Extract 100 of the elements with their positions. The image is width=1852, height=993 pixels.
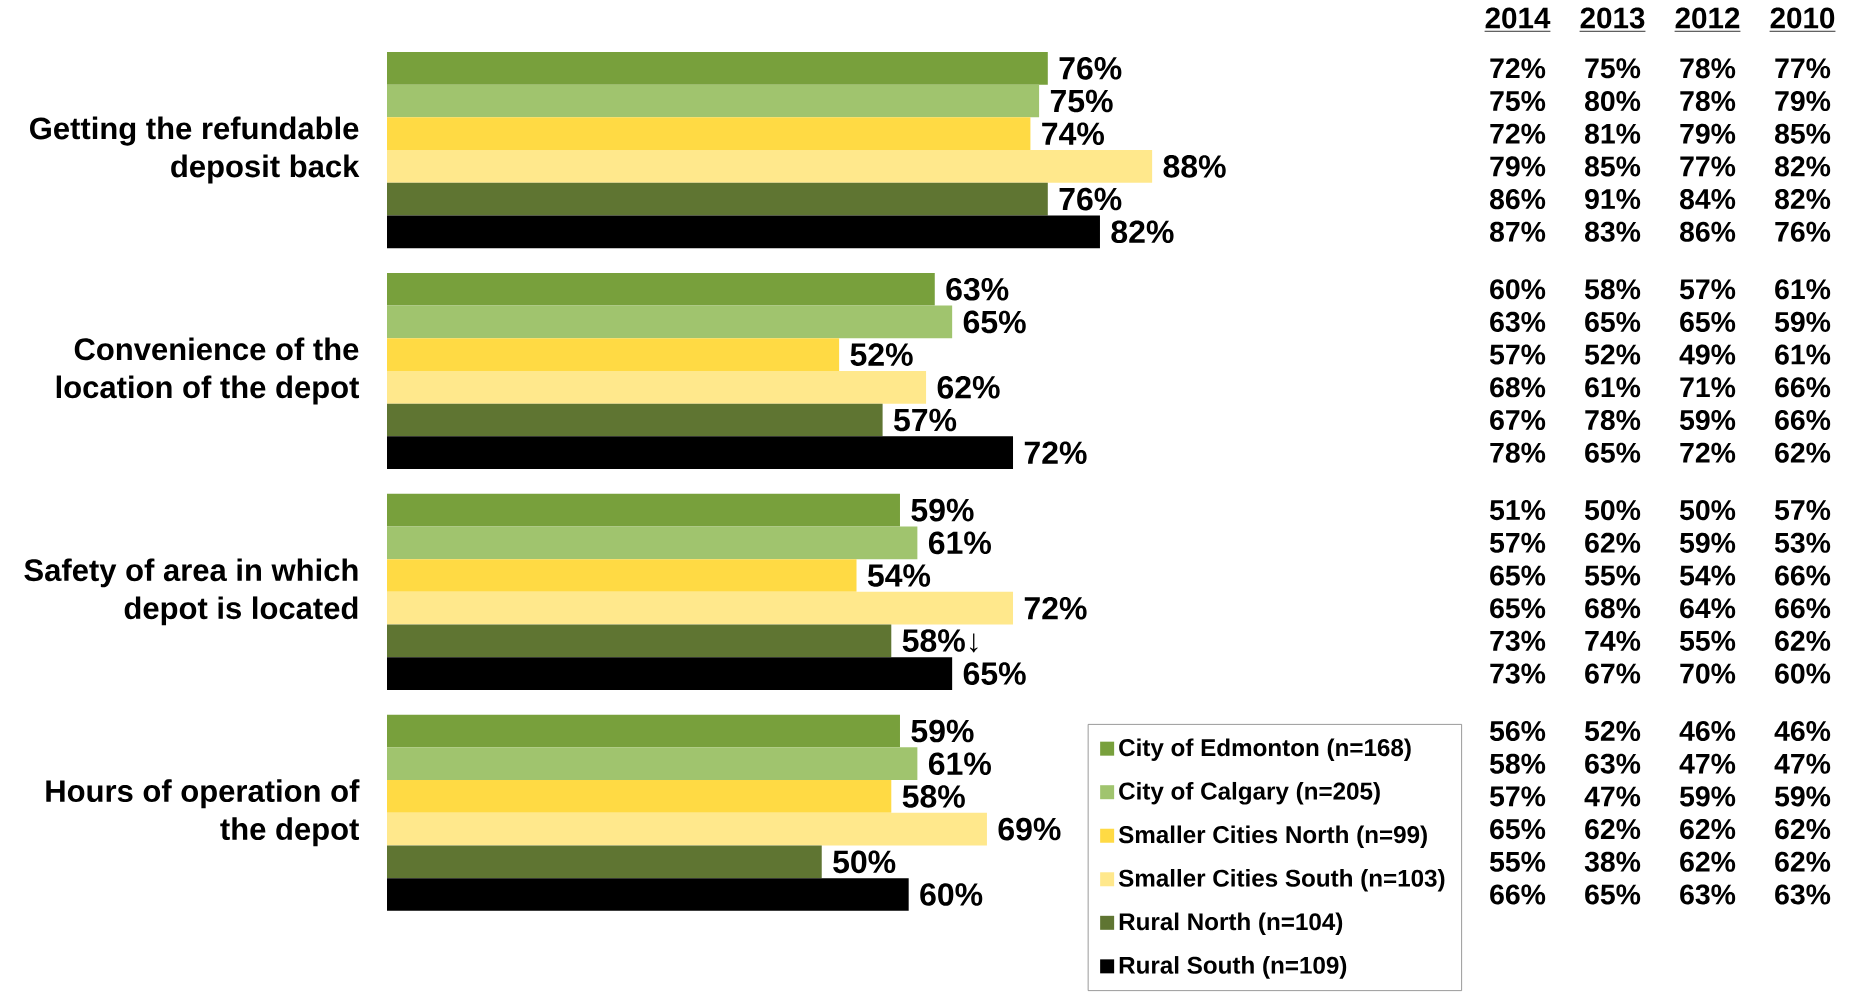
text: 50% xyxy=(1679,500,1736,521)
text: 72% xyxy=(1490,123,1546,144)
legend-label: Rural North (n=104) xyxy=(1119,912,1343,936)
text: 63% xyxy=(1490,311,1546,332)
text: 59% xyxy=(1774,786,1831,807)
text: 47% xyxy=(1584,786,1641,807)
text: 79% xyxy=(1680,123,1736,144)
text: 65% xyxy=(1490,565,1546,586)
text: 50% xyxy=(1584,500,1641,521)
text: 75% xyxy=(1490,91,1546,112)
text: 62% xyxy=(1680,819,1736,840)
text: 58% xyxy=(1584,279,1641,300)
text: 53% xyxy=(1774,532,1831,553)
text: 68% xyxy=(1585,598,1641,619)
text: 75% xyxy=(1585,58,1641,79)
data-label: 82% xyxy=(1111,220,1174,244)
data-label: 61% xyxy=(928,752,991,776)
text: 49% xyxy=(1679,344,1736,365)
text: 73% xyxy=(1490,663,1546,684)
text: 77% xyxy=(1680,156,1736,177)
bar xyxy=(387,215,1100,249)
text: 46% xyxy=(1679,720,1736,742)
bar xyxy=(387,493,900,527)
text: 55% xyxy=(1679,630,1736,651)
text: 67% xyxy=(1585,663,1641,684)
data-label: 65% xyxy=(963,310,1026,334)
text: 77% xyxy=(1775,58,1831,79)
bar xyxy=(387,403,883,437)
text: 66% xyxy=(1775,598,1831,619)
text: 57% xyxy=(1489,786,1546,807)
text: 46% xyxy=(1774,720,1831,742)
data-label: 57% xyxy=(893,408,957,432)
text: 52% xyxy=(1584,344,1641,365)
text: 78% xyxy=(1490,442,1546,463)
data-label: 59% xyxy=(911,719,974,743)
text: 61% xyxy=(1775,344,1831,365)
text: 74% xyxy=(1585,630,1641,651)
text: 55% xyxy=(1584,565,1641,586)
text: 82% xyxy=(1775,189,1831,210)
text: 59% xyxy=(1679,786,1736,807)
text: 72% xyxy=(1490,58,1546,79)
data-label: 76% xyxy=(1059,57,1122,80)
bar xyxy=(387,305,953,339)
text: 66% xyxy=(1775,565,1831,586)
bar xyxy=(387,370,927,404)
text: 79% xyxy=(1490,156,1546,177)
text: 61% xyxy=(1775,279,1831,300)
text: 62% xyxy=(1585,532,1641,553)
text: 65% xyxy=(1585,442,1641,463)
data-label: 61% xyxy=(928,531,991,555)
bar xyxy=(387,84,1040,118)
data-label: 76% xyxy=(1059,187,1122,211)
y-tick-label: Safety of area in which depot is located xyxy=(24,558,358,626)
legend-label: Smaller Cities South (n=103) xyxy=(1118,869,1445,892)
text: 63% xyxy=(1775,884,1831,905)
text: 66% xyxy=(1775,377,1831,398)
text: 87% xyxy=(1490,221,1546,242)
data-label: 60% xyxy=(920,883,983,906)
text: 91% xyxy=(1585,189,1641,210)
bar xyxy=(387,51,1048,85)
data-label: 69% xyxy=(998,817,1061,841)
text: 51% xyxy=(1489,500,1546,521)
text: 76% xyxy=(1775,221,1831,242)
text: 62% xyxy=(1775,851,1831,872)
data-label: 74% xyxy=(1042,122,1104,145)
bar xyxy=(387,559,857,592)
data-label: 58%↓ xyxy=(902,629,978,653)
data-label: 58% xyxy=(902,785,965,808)
text: 63% xyxy=(1585,753,1641,774)
bar xyxy=(387,182,1048,216)
text: 63% xyxy=(1680,884,1736,905)
text: 2014 xyxy=(1485,7,1551,29)
text: 62% xyxy=(1775,442,1831,463)
data-label: 59% xyxy=(911,498,974,522)
legend-label: Smaller Cities North (n=99) xyxy=(1118,825,1427,849)
text: 86% xyxy=(1490,189,1546,210)
text: 65% xyxy=(1585,311,1641,332)
text: 73% xyxy=(1490,630,1546,651)
bar xyxy=(387,526,918,560)
text: 58% xyxy=(1489,753,1546,774)
text: 57% xyxy=(1489,532,1546,553)
bar xyxy=(387,338,840,371)
bar xyxy=(387,845,822,879)
bar xyxy=(387,812,987,846)
text: 79% xyxy=(1775,90,1831,112)
bar xyxy=(387,272,935,306)
legend-label: Rural South (n=109) xyxy=(1119,956,1347,979)
text: 85% xyxy=(1585,156,1641,177)
bar xyxy=(387,117,1031,151)
text: 2012 xyxy=(1675,7,1740,29)
bar xyxy=(387,436,1014,470)
text: 47% xyxy=(1774,753,1831,774)
y-tick-label: Convenience of the location of the depot xyxy=(56,337,360,405)
data-label: 62% xyxy=(937,375,1000,399)
bar xyxy=(387,624,892,658)
text: 60% xyxy=(1490,279,1546,300)
legend-label: City of Edmonton (n=168) xyxy=(1119,738,1411,761)
text: 65% xyxy=(1490,819,1546,840)
text: 86% xyxy=(1680,221,1736,242)
text: 78% xyxy=(1680,90,1736,112)
